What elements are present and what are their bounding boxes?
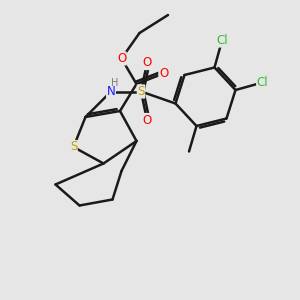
Text: S: S: [137, 85, 145, 98]
Text: Cl: Cl: [257, 76, 268, 89]
Text: O: O: [142, 56, 152, 70]
Text: S: S: [70, 140, 77, 154]
Text: O: O: [142, 113, 152, 127]
Text: Cl: Cl: [216, 34, 228, 47]
Text: O: O: [117, 52, 126, 65]
Text: N: N: [106, 85, 116, 98]
Text: H: H: [111, 77, 118, 88]
Text: O: O: [159, 67, 168, 80]
